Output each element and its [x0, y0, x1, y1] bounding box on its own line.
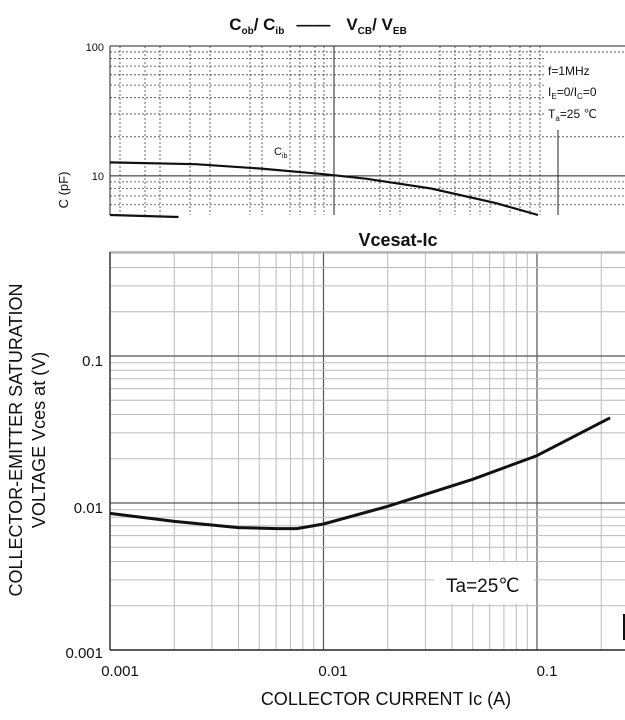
vcesat-xtick-0.01: 0.01: [318, 663, 347, 680]
cap-chart-title: Cob/ Cib —— VCB/ VEB: [229, 15, 407, 37]
vcesat-xtick-0.001: 0.001: [101, 663, 139, 680]
vcesat-ytick-0.1: 0.1: [82, 353, 103, 370]
cap-freq-label: f=1MHz: [548, 64, 590, 78]
vcesat-ytick-0.01: 0.01: [74, 500, 103, 517]
vcesat-series-line-0: [109, 416, 611, 531]
cap-y-axis-label: C (pF): [56, 172, 71, 209]
vcesat-grid: [109, 251, 625, 651]
vcesat-ytick-0.001: 0.001: [65, 645, 103, 662]
cap-grid: [109, 45, 625, 215]
cap-series-group: [109, 161, 539, 219]
cap-ytick-100: 100: [86, 42, 104, 54]
vcesat-x-axis-label: COLLECTOR CURRENT Ic (A): [261, 689, 511, 709]
vcesat-plot-background: [110, 252, 625, 650]
vcesat-xtick-0.1: 0.1: [537, 663, 558, 680]
cap-series-line-1: [109, 213, 179, 219]
cap-current-label: IE=0/IC=0: [548, 85, 597, 101]
cap-series-line-0: [109, 161, 539, 217]
cap-temp-label: Ta=25 ℃: [548, 107, 597, 123]
cap-conditions-box: [544, 55, 625, 130]
vcesat-series-group: [109, 416, 611, 531]
vcesat-temp-annotation: Ta=25℃: [446, 576, 520, 597]
vcesat-chart-title: Vcesat-Ic: [358, 230, 437, 250]
vcesat-chart: Vcesat-Ic 0.1 0.01 0.001 0.001 0.01 0.1 …: [6, 230, 625, 709]
cib-series-label: Cib: [274, 146, 288, 160]
vcesat-y-axis-label-line2: VOLTAGE Vces at (V): [29, 352, 49, 528]
capacitance-chart: Cob/ Cib —— VCB/ VEB 100 10 C (pF) f=1MHz …: [56, 15, 625, 219]
cap-ytick-10: 10: [92, 171, 104, 183]
vcesat-annotation-box: [434, 562, 534, 604]
cap-conditions: f=1MHz IE=0/IC=0 Ta=25 ℃: [548, 64, 597, 123]
vcesat-y-axis-label-line1: COLLECTOR-EMITTER SATURATION: [6, 283, 26, 596]
